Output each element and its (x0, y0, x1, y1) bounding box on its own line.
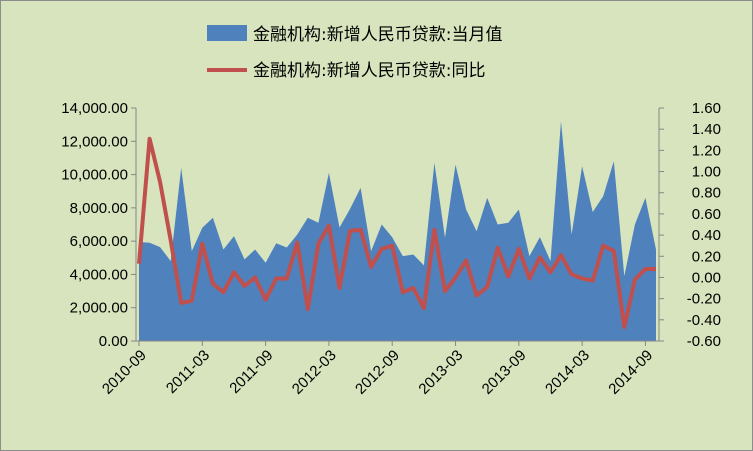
legend: 金融机构:新增人民币贷款:当月值 金融机构:新增人民币贷款:同比 (207, 25, 502, 81)
x-tick-label: 2012-03 (289, 347, 340, 398)
x-tick-label: 2012-09 (352, 347, 403, 398)
right-tick-label: 0.20 (692, 248, 721, 265)
right-tick-label: 1.00 (692, 164, 721, 181)
right-tick-label: 1.20 (692, 142, 721, 159)
right-tick-label: -0.40 (687, 312, 721, 329)
right-tick-label: 0.60 (692, 206, 721, 223)
right-tick-label: 0.80 (692, 185, 721, 202)
x-tick-label: 2011-09 (226, 347, 276, 397)
line-series-path (137, 136, 656, 330)
right-tick-label: 1.40 (692, 121, 721, 138)
x-tick-label: 2013-09 (479, 347, 530, 398)
right-tick-label: 1.60 (692, 100, 721, 117)
left-tick-label: 14,000.00 (61, 100, 128, 117)
x-tick-label: 2014-03 (542, 347, 593, 398)
left-tick-label: 8,000.00 (70, 200, 128, 217)
right-axis-ticks: -0.60 -0.40 -0.20 0.00 0.20 0.40 0.60 0.80 1.00 1… (659, 100, 721, 350)
x-axis-ticks: 2010-09 2011-03 2011-09 2012-03 2012-09 2013-… (99, 341, 656, 398)
left-tick-label: 4,000.00 (70, 266, 128, 283)
right-tick-label: -0.20 (687, 291, 721, 308)
left-tick-label: 0.00 (99, 333, 128, 350)
legend-swatch-area (207, 25, 247, 41)
x-tick-label: 2010-09 (99, 347, 150, 398)
left-tick-label: 2,000.00 (70, 300, 128, 317)
x-tick-label: 2011-03 (163, 347, 213, 397)
legend-label-line: 金融机构:新增人民币贷款:同比 (253, 61, 485, 81)
area-series (139, 121, 656, 341)
line-series (137, 136, 656, 330)
left-tick-label: 6,000.00 (70, 233, 128, 250)
x-tick-label: 2013-03 (415, 347, 466, 398)
right-tick-label: 0.00 (692, 269, 721, 286)
left-tick-label: 12,000.00 (61, 133, 128, 150)
right-tick-label: 0.40 (692, 227, 721, 244)
x-tick-label: 2014-09 (605, 347, 656, 398)
right-tick-label: -0.60 (687, 333, 721, 350)
area-series-fill (139, 121, 656, 341)
legend-label-area: 金融机构:新增人民币贷款:当月值 (253, 25, 502, 45)
left-tick-label: 10,000.00 (61, 167, 128, 184)
left-axis-ticks: 0.00 2,000.00 4,000.00 6,000.00 8,000.00 10,0… (61, 100, 136, 350)
